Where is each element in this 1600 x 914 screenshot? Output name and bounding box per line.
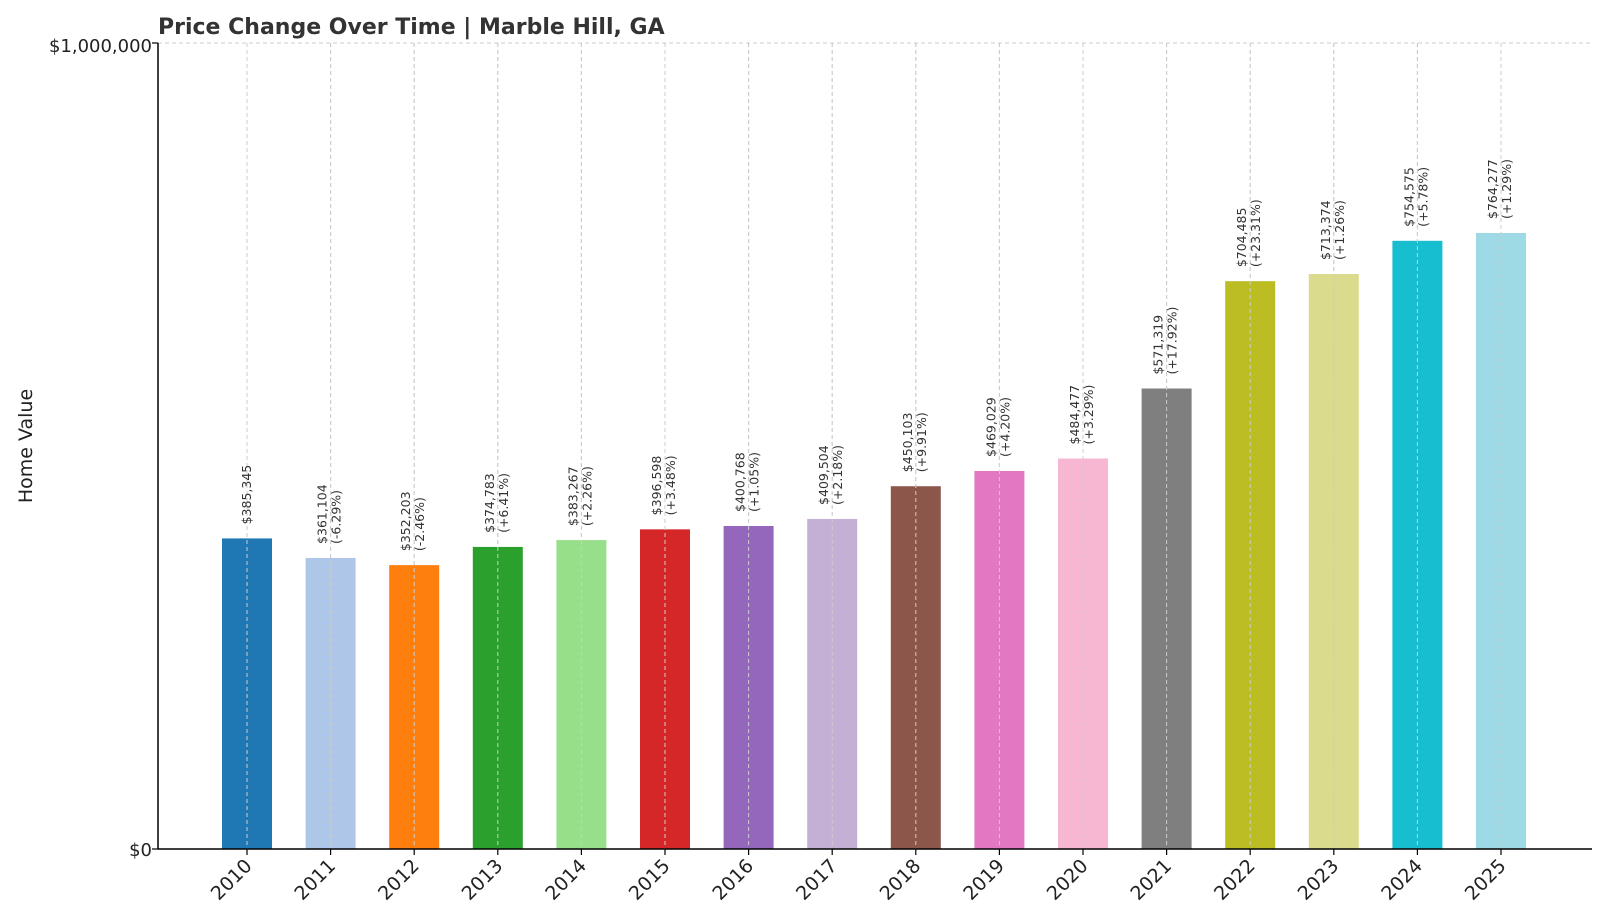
x-tick-label-2022: 2022 [1210,855,1260,905]
grid-lines [158,42,1592,849]
bar-2024 [1392,240,1443,849]
value-label-2014: $383,267(+2.26%) [565,466,594,526]
x-tick-label-2021: 2021 [1126,855,1176,905]
x-tick-label-2011: 2011 [290,855,340,905]
value-label-2019: $469,029(+4.20%) [983,397,1012,457]
x-tick-label-2020: 2020 [1043,855,1093,905]
value-label-2021: $571,319(+17.92%) [1151,307,1180,375]
value-label-2017: $409,504(+2.18%) [816,445,845,505]
value-label-2015: $396,598(+3.48%) [649,455,678,515]
value-label-2025: $764,277(+1.29%) [1485,159,1514,219]
x-tick-label-2016: 2016 [708,855,758,905]
x-tick-label-2015: 2015 [625,855,675,905]
x-tick-label-2017: 2017 [792,855,842,905]
x-tick-label-2024: 2024 [1377,855,1427,905]
chart-title: Price Change Over Time | Marble Hill, GA [158,15,665,40]
y-tick-label-max: $1,000,000 [49,36,152,57]
y-axis-label: Home Value [15,389,37,503]
x-tick-label-2010: 2010 [207,855,257,905]
value-label-2012: $352,203(-2.46%) [398,491,427,551]
value-label-2022: $704,485(+23.31%) [1234,199,1263,267]
value-label-2020: $484,477(+3.29%) [1067,385,1096,445]
value-label-2011: $361,104(-6.29%) [315,484,344,544]
value-label-2018: $450,103(+9.91%) [900,412,929,472]
y-tick-label-zero: $0 [129,840,152,861]
value-label-2023: $713,374(+1.26%) [1318,200,1347,260]
x-tick-label-2012: 2012 [374,855,424,905]
x-tick-label-2013: 2013 [458,855,508,905]
bar-value-labels: $385,345 $361,104(-6.29%) $352,203(-2.46%)… [239,43,1514,849]
x-tick-label-2025: 2025 [1461,855,1511,905]
value-label-2013: $374,783(+6.41%) [482,473,511,533]
x-tick-label-2023: 2023 [1294,855,1344,905]
x-tick-label-2018: 2018 [876,855,926,905]
value-label-2024: $754,575(+5.78%) [1401,167,1430,227]
value-label-2010: $385,345 [239,465,254,525]
value-label-2016: $400,768(+1.05%) [733,452,762,512]
x-tick-label-2014: 2014 [541,855,591,905]
x-tick-label-2019: 2019 [959,855,1009,905]
